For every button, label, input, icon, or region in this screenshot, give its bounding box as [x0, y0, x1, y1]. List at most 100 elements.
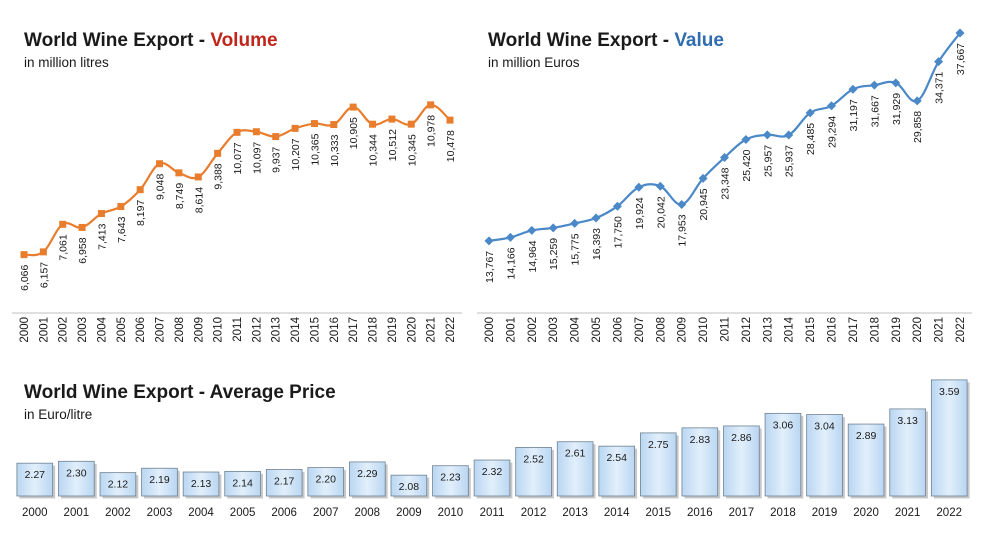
price-x-tick-2021: 2021: [895, 507, 921, 519]
price-bar-2015: [639, 432, 677, 497]
price-data-label-2009: 2.08: [399, 481, 420, 493]
price-chart-title: World Wine Export - Average Price: [24, 382, 336, 403]
value-x-tick-2013: 2013: [762, 317, 774, 343]
price-data-label-2022: 3.59: [939, 386, 960, 398]
volume-data-label-2008: 8,749: [174, 183, 186, 209]
volume-x-tick-2010: 2010: [213, 317, 225, 343]
value-data-label-2022: 37,667: [955, 43, 967, 75]
value-line-chart: 13,767 2000 14,166 2001 14,964 2002 15,259 2003…: [477, 28, 972, 343]
price-bar-2003: [141, 467, 178, 497]
value-x-tick-2002: 2002: [527, 317, 539, 343]
volume-x-tick-2018: 2018: [368, 317, 380, 343]
value-x-tick-2021: 2021: [934, 317, 946, 343]
value-data-label-2017: 31,197: [848, 99, 860, 131]
price-bar-2014: [598, 445, 635, 497]
price-data-label-2019: 3.04: [814, 421, 835, 433]
value-x-tick-2006: 2006: [612, 317, 624, 343]
price-x-tick-2007: 2007: [313, 507, 339, 519]
volume-point-2011: [233, 128, 241, 136]
value-x-tick-2009: 2009: [677, 317, 689, 343]
price-data-label-2000: 2.27: [25, 469, 46, 481]
price-bar-chart: 2.27 2000 2.30 2001 2.12 2002 2.19 2003 2.13 2004…: [16, 379, 970, 519]
price-x-tick-2003: 2003: [147, 507, 173, 519]
value-x-tick-2016: 2016: [827, 317, 839, 343]
value-x-tick-2022: 2022: [955, 317, 967, 343]
price-data-label-2005: 2.14: [232, 477, 253, 489]
volume-point-2005: [117, 203, 125, 211]
price-data-label-2015: 2.75: [648, 439, 669, 451]
value-x-tick-2004: 2004: [570, 316, 582, 342]
volume-point-2020: [407, 120, 415, 128]
volume-point-2013: [272, 133, 280, 141]
value-x-tick-2012: 2012: [741, 317, 753, 343]
price-data-label-2014: 2.54: [606, 452, 627, 464]
volume-x-tick-2015: 2015: [309, 317, 321, 343]
volume-data-label-2017: 10,905: [348, 117, 360, 149]
value-data-label-2002: 14,964: [527, 240, 539, 272]
value-data-label-2005: 16,393: [591, 228, 603, 260]
value-data-label-2015: 28,485: [805, 123, 817, 155]
volume-point-2017: [349, 103, 357, 111]
volume-x-tick-2004: 2004: [96, 316, 108, 342]
value-data-label-2011: 23,348: [720, 167, 732, 199]
value-x-tick-2017: 2017: [848, 317, 860, 343]
volume-x-tick-2017: 2017: [348, 317, 360, 343]
volume-x-tick-2006: 2006: [135, 317, 147, 343]
volume-point-2018: [369, 120, 377, 128]
value-point-2022: [955, 28, 965, 38]
volume-data-label-2002: 7,061: [58, 234, 70, 260]
volume-data-label-2015: 10,365: [309, 133, 321, 165]
value-data-label-2019: 31,929: [891, 93, 903, 125]
volume-x-tick-2009: 2009: [193, 317, 205, 343]
price-x-tick-2015: 2015: [645, 507, 671, 519]
value-point-2012: [741, 134, 751, 144]
volume-point-2000: [20, 251, 28, 259]
volume-point-2015: [310, 120, 318, 128]
value-point-2009: [677, 199, 687, 209]
price-x-tick-2016: 2016: [687, 507, 713, 519]
volume-data-label-2004: 7,413: [96, 223, 108, 249]
value-data-label-2018: 31,667: [869, 95, 881, 127]
volume-point-2021: [427, 101, 435, 109]
value-x-tick-2010: 2010: [698, 317, 710, 343]
value-point-2019: [891, 78, 901, 88]
price-bar-2022: [930, 379, 968, 497]
value-chart-subtitle: in million Euros: [488, 55, 580, 70]
value-point-2021: [934, 57, 944, 67]
price-bar-2000: [16, 462, 54, 497]
volume-title-prefix: World Wine Export -: [24, 30, 211, 51]
value-data-label-2021: 34,371: [934, 71, 946, 103]
price-bar-2002: [99, 472, 137, 497]
volume-data-label-2018: 10,344: [368, 134, 380, 166]
value-x-tick-2008: 2008: [655, 317, 667, 343]
price-bar-2016: [681, 427, 719, 497]
value-data-label-2016: 29,294: [827, 116, 839, 148]
volume-x-tick-2001: 2001: [38, 317, 50, 343]
price-data-label-2002: 2.12: [108, 479, 129, 491]
volume-x-tick-2003: 2003: [77, 317, 89, 343]
value-data-label-2004: 15,775: [570, 233, 582, 265]
volume-data-label-2019: 10,512: [387, 129, 399, 161]
price-bar-2010: [432, 465, 469, 497]
volume-point-2001: [39, 248, 47, 256]
price-bar-2011: [473, 459, 511, 497]
value-x-tick-2014: 2014: [784, 316, 796, 342]
volume-point-2014: [291, 124, 299, 132]
value-point-2015: [805, 108, 815, 118]
price-chart-subtitle: in Euro/litre: [24, 407, 93, 422]
price-bar-2013: [556, 441, 594, 497]
value-data-label-2010: 20,945: [698, 188, 710, 220]
volume-data-label-2010: 9,388: [213, 163, 225, 189]
volume-point-2006: [136, 186, 144, 194]
value-x-tick-2005: 2005: [591, 317, 603, 343]
volume-x-tick-2020: 2020: [406, 317, 418, 343]
value-data-label-2013: 25,957: [762, 145, 774, 177]
value-point-2018: [869, 80, 879, 90]
price-data-label-2020: 2.89: [856, 430, 877, 442]
value-data-label-2008: 20,042: [655, 196, 667, 228]
value-point-2014: [784, 130, 794, 140]
volume-data-label-2000: 6,066: [19, 264, 31, 290]
volume-point-2008: [175, 169, 183, 177]
value-x-tick-2018: 2018: [869, 317, 881, 343]
value-x-tick-2011: 2011: [720, 317, 732, 342]
